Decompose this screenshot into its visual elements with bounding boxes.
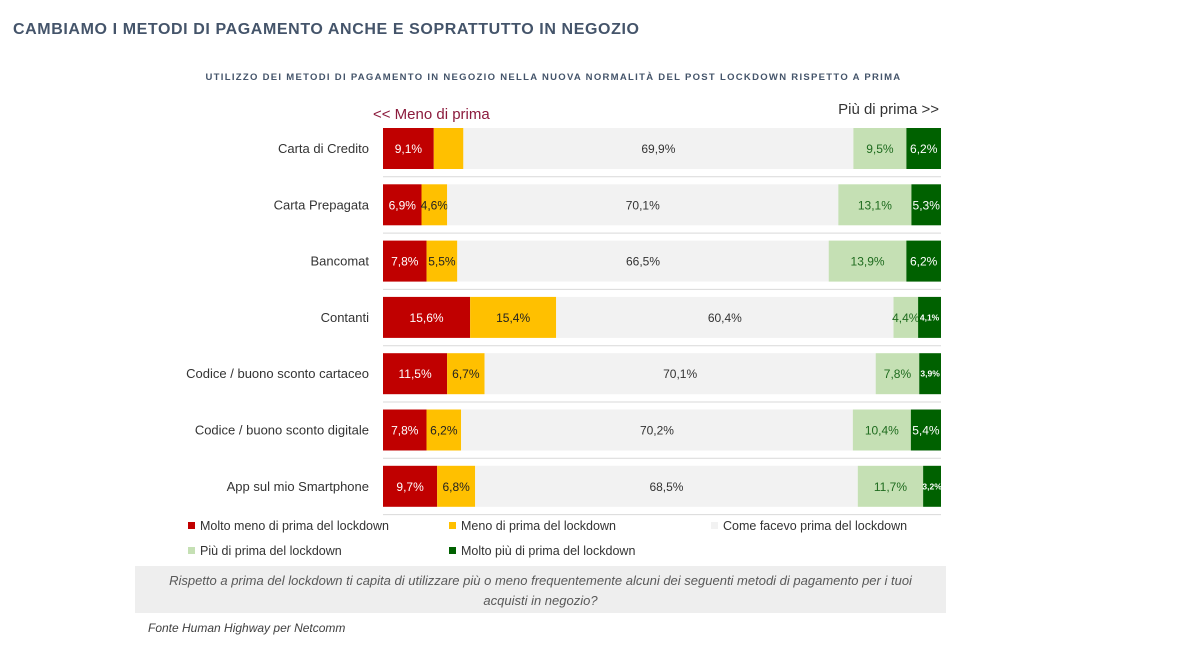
bar-segment [919,353,941,395]
source-note: Fonte Human Highway per Netcomm [148,621,346,635]
legend-label: Come facevo prima del lockdown [723,519,908,533]
data-label: 9,5% [866,142,894,156]
survey-question: Rispetto a prima del lockdown ti capita … [169,573,912,608]
direction-label-less: << Meno di prima [373,106,490,123]
bar-segment [383,465,438,507]
bar-segment [447,184,839,226]
bar-segment [433,128,464,169]
bar-segment [828,240,907,282]
bar-segment [910,409,941,451]
data-label: 15,4% [496,311,530,325]
data-label: 6,9% [389,198,417,212]
legend-swatch [449,547,456,554]
category-label: Carta di Credito [278,141,369,156]
bar-segment [923,465,941,507]
bar-segment [556,296,894,338]
bar-segment [852,409,911,451]
data-label: 3,9% [920,369,940,379]
legend-label: Meno di prima del lockdown [461,519,616,533]
bar-segment [853,128,907,169]
bar-segment [461,409,853,451]
data-label: 7,8% [884,367,912,381]
page-title: CAMBIAMO I METODI DI PAGAMENTO ANCHE E S… [13,21,640,38]
data-label: 6,2% [430,424,458,438]
category-label: Codice / buono sconto cartaceo [186,366,369,381]
category-label: Bancomat [310,254,369,269]
data-label: 11,7% [874,480,907,494]
category-label: Carta Prepagata [274,197,370,212]
bar-segment [906,128,941,169]
data-label: 11,5% [399,367,432,381]
chart-subtitle: UTILIZZO DEI METODI DI PAGAMENTO IN NEGO… [205,72,902,83]
survey-question-box: Rispetto a prima del lockdown ti capita … [135,566,946,613]
data-label: 9,7% [396,480,424,494]
bar-segment [383,296,471,338]
data-label: 5,5% [428,255,456,269]
direction-label-more: Più di prima >> [838,101,939,118]
bar-segment [463,128,854,169]
data-label: 60,4% [708,311,742,325]
bar-segment [447,353,485,395]
data-label: 70,1% [663,367,697,381]
data-label: 4,6% [421,198,449,212]
data-label: 69,9% [641,142,675,156]
data-label: 5,3% [913,198,941,212]
bar-segment [426,409,462,451]
legend-label: Molto più di prima del lockdown [461,544,636,558]
legend-swatch [449,522,456,529]
bar-segment [918,296,941,338]
data-label: 13,9% [851,255,885,269]
bar-segment [857,465,924,507]
data-label: 6,7% [452,367,480,381]
data-label: 68,5% [649,480,683,494]
data-label: 5,4% [912,424,940,438]
category-label: Contanti [321,310,370,325]
stacked-bar-chart: Carta di Credito 9,1% 69,9% 9,5% 6,2% Carta P… [186,128,942,516]
legend-label: Più di prima del lockdown [200,544,342,558]
data-label: 3,2% [922,481,942,491]
bar-segment [383,409,427,451]
data-label: 70,2% [640,424,674,438]
data-label: 7,8% [391,255,419,269]
legend-item: Come facevo prima del lockdown [711,519,907,533]
bar-segment [421,184,448,226]
legend-swatch [188,522,195,529]
bar-segment [875,353,920,395]
bar-segment [484,353,876,395]
data-label: 70,1% [626,198,660,212]
bar-segment [437,465,476,507]
bar-segment [426,240,458,282]
bar-segment [893,296,919,338]
bar-segment [383,184,422,226]
data-label: 4,4% [892,311,920,325]
legend-item: Meno di prima del lockdown [449,519,616,533]
bar-segment [383,353,448,395]
data-label: 66,5% [626,255,660,269]
legend-label: Molto meno di prima del lockdown [200,519,389,533]
bar-segment [383,128,434,169]
bar-segment [383,240,427,282]
bar-segment [457,240,829,282]
data-label: 9,1% [395,142,423,156]
category-label: App sul mio Smartphone [227,479,369,494]
data-label: 10,4% [865,424,899,438]
bar-segment [475,465,858,507]
data-label: 6,8% [442,480,470,494]
data-label: 15,6% [410,311,444,325]
legend-swatch [711,522,718,529]
category-label: Codice / buono sconto digitale [195,423,369,438]
bar-segment [470,296,557,338]
legend-swatch [188,547,195,554]
legend-item: Più di prima del lockdown [188,544,342,558]
data-label: 6,2% [910,255,938,269]
data-label: 13,1% [858,198,892,212]
data-label: 4,1% [920,312,940,322]
bar-segment [911,184,941,226]
data-label: 7,8% [391,424,419,438]
bar-segment [838,184,912,226]
bar-segment [906,240,941,282]
data-label: 6,2% [910,142,938,156]
legend-item: Molto meno di prima del lockdown [188,519,389,533]
legend-item: Molto più di prima del lockdown [449,544,635,558]
